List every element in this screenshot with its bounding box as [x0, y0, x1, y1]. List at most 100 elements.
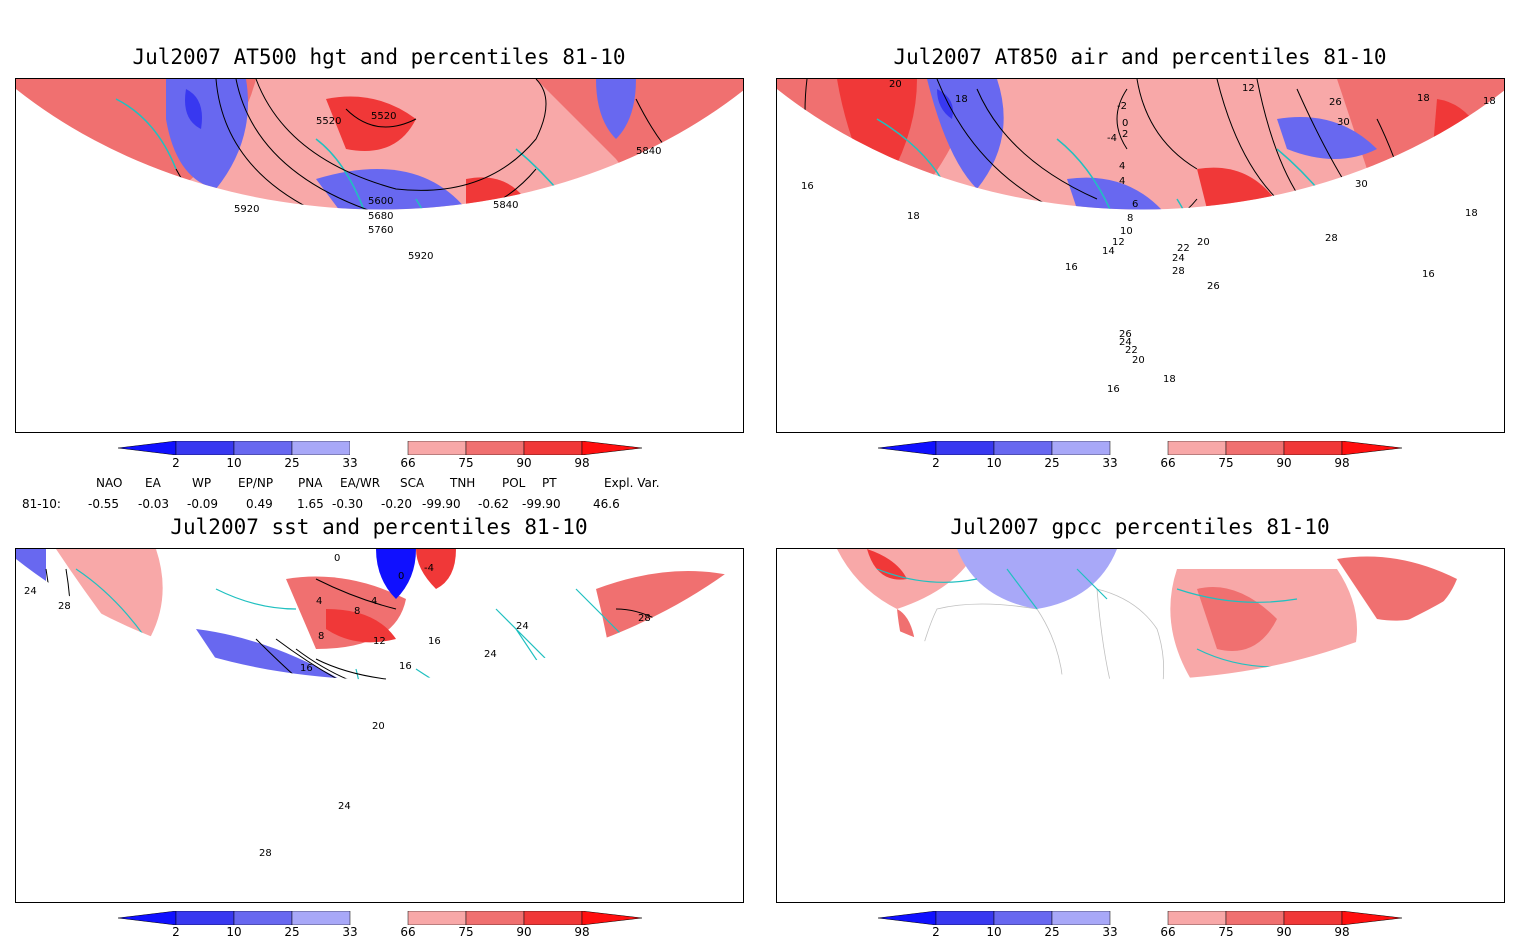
contour-label: 30 [1355, 179, 1368, 190]
panel2-title: Jul2007 AT850 air and percentiles 81-10 [893, 45, 1387, 69]
tick-label: 10 [986, 456, 1002, 470]
tick-label: 2 [172, 925, 180, 939]
contour-label: 26 [1207, 281, 1220, 292]
index-value: -0.62 [478, 497, 510, 511]
contour-label: 18 [1417, 93, 1430, 104]
tick-label: 25 [1044, 925, 1060, 939]
tick-label: 10 [226, 925, 242, 939]
index-value: -99.90 [522, 497, 561, 511]
contour-label: 4 [371, 596, 377, 607]
contour-label: 28 [1325, 233, 1338, 244]
contour-label: 16 [1107, 384, 1120, 395]
contour-label: 12 [373, 636, 386, 647]
tick-label: 75 [1218, 456, 1234, 470]
contour-label: 5680 [368, 211, 393, 222]
contour-label: 16 [399, 661, 412, 672]
contour-label: 0 [1122, 118, 1128, 129]
index-header: PT [542, 476, 557, 490]
tick-label: 90 [1276, 925, 1292, 939]
contour-label: 22 [1177, 243, 1190, 254]
contour-label: 20 [889, 79, 902, 90]
index-header: Expl. Var. [604, 476, 660, 490]
contour-label: 24 [1172, 253, 1185, 264]
contour-label: 16 [428, 636, 441, 647]
panel1-title: Jul2007 AT500 hgt and percentiles 81-10 [132, 45, 626, 69]
map-panel-air850: 20 18 -2 0 2 -4 12 26 30 18 18 16 18 4 4… [776, 78, 1505, 433]
contour-label: 24 [24, 586, 37, 597]
contour-label: 12 [1242, 83, 1255, 94]
index-header: EP/NP [238, 476, 274, 490]
contour-label: 4 [1119, 176, 1125, 187]
contour-label: 26 [1329, 97, 1342, 108]
contour-label: 2 [1122, 129, 1128, 140]
contour-label: 24 [484, 649, 497, 660]
contour-label: 20 [372, 721, 385, 732]
contour-label: 8 [354, 606, 360, 617]
tick-label: 66 [1160, 456, 1176, 470]
contour-label: 6 [1132, 199, 1138, 210]
tick-label: 25 [284, 456, 300, 470]
contour-label: 14 [1102, 246, 1115, 257]
index-header: EA/WR [340, 476, 381, 490]
panel3-title: Jul2007 sst and percentiles 81-10 [170, 515, 588, 539]
colorbar-labels-bottom-left: 2 10 25 33 66 75 90 98 [118, 925, 642, 939]
tick-label: 2 [932, 456, 940, 470]
contour-label: 12 [1112, 237, 1125, 248]
map-panel-sst: 24 28 0 4 8 12 16 16 16 20 24 24 24 28 2… [15, 548, 744, 903]
colorbar-labels-top-left: 2 10 25 33 66 75 90 98 [118, 456, 642, 470]
contour-label: 4 [316, 596, 322, 607]
index-value: -0.20 [381, 497, 413, 511]
map-panel-gpcc [776, 548, 1505, 903]
colorbar-labels-top-right: 2 10 25 33 66 75 90 98 [878, 456, 1402, 470]
map-panel-hgt500: 5520 5520 5840 5920 5600 5680 5760 5840 … [15, 78, 744, 433]
contour-label: 5920 [234, 204, 259, 215]
contour-label: 28 [58, 601, 71, 612]
tick-label: 98 [1334, 925, 1350, 939]
tick-label: 33 [342, 925, 358, 939]
tick-label: 2 [932, 925, 940, 939]
contour-label: 24 [1119, 337, 1132, 348]
tick-label: 10 [986, 925, 1002, 939]
contour-label: 22 [1125, 345, 1138, 356]
contour-label: 0 [334, 553, 340, 564]
tick-label: 10 [226, 456, 242, 470]
colorbar-labels-bottom-right: 2 10 25 33 66 75 90 98 [878, 925, 1402, 939]
tick-label: 90 [1276, 456, 1292, 470]
contour-label: 20 [1132, 355, 1145, 366]
index-header: NAO [96, 476, 123, 490]
contour-label: 10 [1120, 226, 1133, 237]
tick-label: 66 [400, 456, 416, 470]
tick-label: 90 [516, 456, 532, 470]
contour-label: 24 [338, 801, 351, 812]
contour-label: 16 [300, 663, 313, 674]
tick-label: 66 [400, 925, 416, 939]
tick-label: 25 [1044, 456, 1060, 470]
contour-label: 18 [955, 94, 968, 105]
colorbar-bottom-left [117, 910, 643, 926]
index-value: 0.49 [246, 497, 273, 511]
tick-label: 90 [516, 925, 532, 939]
contour-label: 5920 [408, 251, 433, 262]
tick-label: 25 [284, 925, 300, 939]
tick-label: 75 [458, 456, 474, 470]
index-value: -0.55 [88, 497, 120, 511]
tick-label: 2 [172, 456, 180, 470]
contour-label: 28 [638, 613, 651, 624]
contour-label: 24 [516, 621, 529, 632]
index-header: WP [192, 476, 212, 490]
contour-label: 18 [1163, 374, 1176, 385]
index-header: SCA [400, 476, 425, 490]
panel4-title: Jul2007 gpcc percentiles 81-10 [950, 515, 1330, 539]
contour-label: 16 [801, 181, 814, 192]
contour-label: 5600 [368, 196, 393, 207]
contour-label: 26 [1119, 329, 1132, 340]
tick-label: 33 [1102, 456, 1118, 470]
index-header: POL [502, 476, 526, 490]
tick-label: 75 [458, 925, 474, 939]
tick-label: 75 [1218, 925, 1234, 939]
contour-label: 18 [1465, 208, 1478, 219]
index-header: TNH [450, 476, 476, 490]
contour-label: -4 [424, 563, 434, 574]
index-row-label: 81-10: [22, 497, 61, 511]
index-value: -0.03 [138, 497, 170, 511]
